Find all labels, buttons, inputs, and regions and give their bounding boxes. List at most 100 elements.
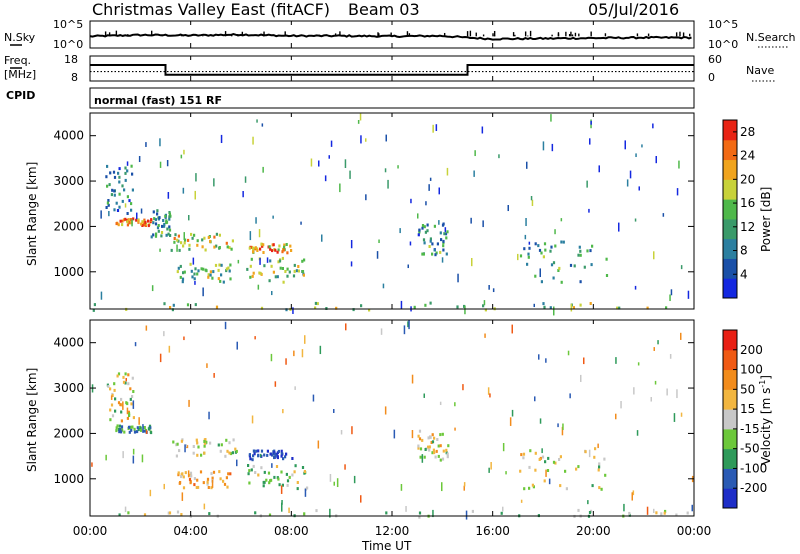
scatter-cell <box>252 454 255 458</box>
scatter-cell <box>248 469 251 473</box>
scatter-cell <box>541 448 543 454</box>
scatter-cell <box>169 306 172 309</box>
scatter-cell <box>539 268 541 278</box>
scatter-cell <box>378 239 380 244</box>
scatter-cell <box>598 486 601 490</box>
scatter-cell <box>650 397 652 402</box>
scatter-cell <box>169 234 172 237</box>
scatter-cell <box>422 238 426 242</box>
scatter-cell <box>126 220 129 224</box>
scatter-cell <box>150 218 153 222</box>
scatter-cell <box>127 425 131 429</box>
scatter-cell <box>429 435 432 439</box>
scatter-cell <box>256 119 258 123</box>
scatter-cell <box>148 427 151 431</box>
scatter-cell <box>542 255 545 259</box>
scatter-cell <box>149 489 152 497</box>
scatter-cell <box>91 462 93 467</box>
scatter-cell <box>286 274 289 278</box>
scatter-cell <box>159 138 161 147</box>
colorbar-tick-label: 4 <box>740 267 748 281</box>
scatter-cell <box>282 409 284 414</box>
scatter-cell <box>304 335 306 344</box>
scatter-cell <box>482 304 485 308</box>
scatter-cell <box>215 232 218 236</box>
scatter-cell <box>281 483 284 487</box>
scatter-cell <box>145 430 148 434</box>
scatter-cell <box>254 246 257 250</box>
velocity-y-label: Slant Range [km] <box>25 368 39 472</box>
scatter-cell <box>218 263 221 267</box>
y-tick-label: 1000 <box>53 472 84 486</box>
scatter-cell <box>669 294 671 302</box>
scatter-cell <box>628 513 631 517</box>
scatter-cell <box>136 430 139 434</box>
scatter-cell <box>324 175 327 182</box>
scatter-cell <box>285 243 288 246</box>
scatter-cell <box>124 171 127 175</box>
scatter-cell <box>445 252 448 256</box>
scatter-cell <box>524 234 527 240</box>
chart-title: Christmas Valley East (fitACF) <box>92 0 330 19</box>
scatter-cell <box>111 188 114 192</box>
scatter-cell <box>137 220 140 224</box>
scatter-cell <box>182 271 185 275</box>
scatter-cell <box>329 508 331 518</box>
scatter-cell <box>122 375 125 379</box>
scatter-cell <box>339 183 341 193</box>
scatter-cell <box>295 269 298 273</box>
scatter-cell <box>303 258 306 262</box>
y-tick-label: 3000 <box>53 381 84 395</box>
scatter-cell <box>634 218 637 222</box>
scatter-cell <box>417 434 420 438</box>
scatter-cell <box>254 336 256 340</box>
x-tick-label: 00:00 <box>677 524 712 538</box>
scatter-cell <box>178 449 181 453</box>
scatter-cell <box>217 268 220 272</box>
scatter-cell <box>665 306 668 310</box>
scatter-cell <box>209 441 212 445</box>
scatter-cell <box>528 241 531 245</box>
scatter-cell <box>285 452 288 456</box>
scatter-cell <box>199 470 203 474</box>
scatter-cell <box>180 513 183 516</box>
scatter-cell <box>400 484 403 491</box>
scatter-cell <box>487 387 490 395</box>
scatter-cell <box>675 513 678 517</box>
scatter-cell <box>108 211 110 217</box>
colorbar-segment <box>723 349 737 371</box>
scatter-cell <box>120 397 123 401</box>
scatter-cell <box>463 482 466 487</box>
scatter-cell <box>178 248 181 252</box>
scatter-cell <box>207 486 210 489</box>
scatter-cell <box>186 303 190 307</box>
scatter-cell <box>550 263 554 267</box>
scatter-cell <box>176 238 179 242</box>
scatter-cell <box>419 455 422 459</box>
scatter-cell <box>196 272 199 276</box>
x-axis-ticks: 00:00 04:00 08:00 12:00 16:00 20:00 00:00 <box>73 21 712 538</box>
scatter-cell <box>93 303 96 307</box>
scatter-cell <box>205 440 208 444</box>
scatter-cell <box>119 403 122 407</box>
scatter-cell <box>263 453 266 457</box>
scatter-cell <box>213 373 215 378</box>
scatter-cell <box>257 454 260 458</box>
scatter-cell <box>256 249 259 252</box>
scatter-cell <box>154 218 157 222</box>
scatter-cell <box>194 303 197 307</box>
scatter-cell <box>209 270 212 274</box>
scatter-cell <box>277 449 280 453</box>
scatter-cell <box>196 453 199 457</box>
scatter-cell <box>446 452 449 456</box>
scatter-cell <box>438 187 440 195</box>
scatter-cell <box>429 237 432 241</box>
scatter-cell <box>218 246 221 249</box>
scatter-cell <box>328 155 330 159</box>
scatter-cell <box>426 223 429 227</box>
scatter-cell <box>662 213 665 217</box>
scatter-cell <box>129 387 132 391</box>
scatter-cell <box>437 454 440 458</box>
scatter-cell <box>182 244 185 248</box>
scatter-cell <box>268 279 271 283</box>
